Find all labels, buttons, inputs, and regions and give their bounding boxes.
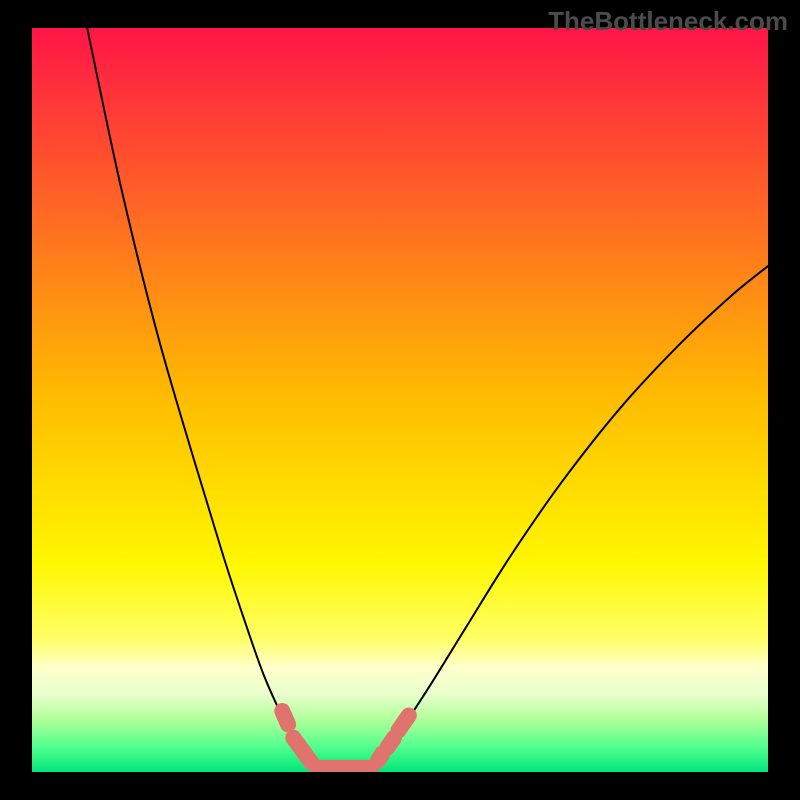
marker-segment	[399, 715, 409, 730]
marker-segment	[387, 738, 394, 748]
plot-background	[32, 28, 768, 772]
marker-segment	[282, 711, 288, 724]
chart-frame: TheBottleneck.com	[0, 0, 800, 800]
bottleneck-chart	[0, 0, 800, 800]
marker-segment	[378, 753, 382, 760]
